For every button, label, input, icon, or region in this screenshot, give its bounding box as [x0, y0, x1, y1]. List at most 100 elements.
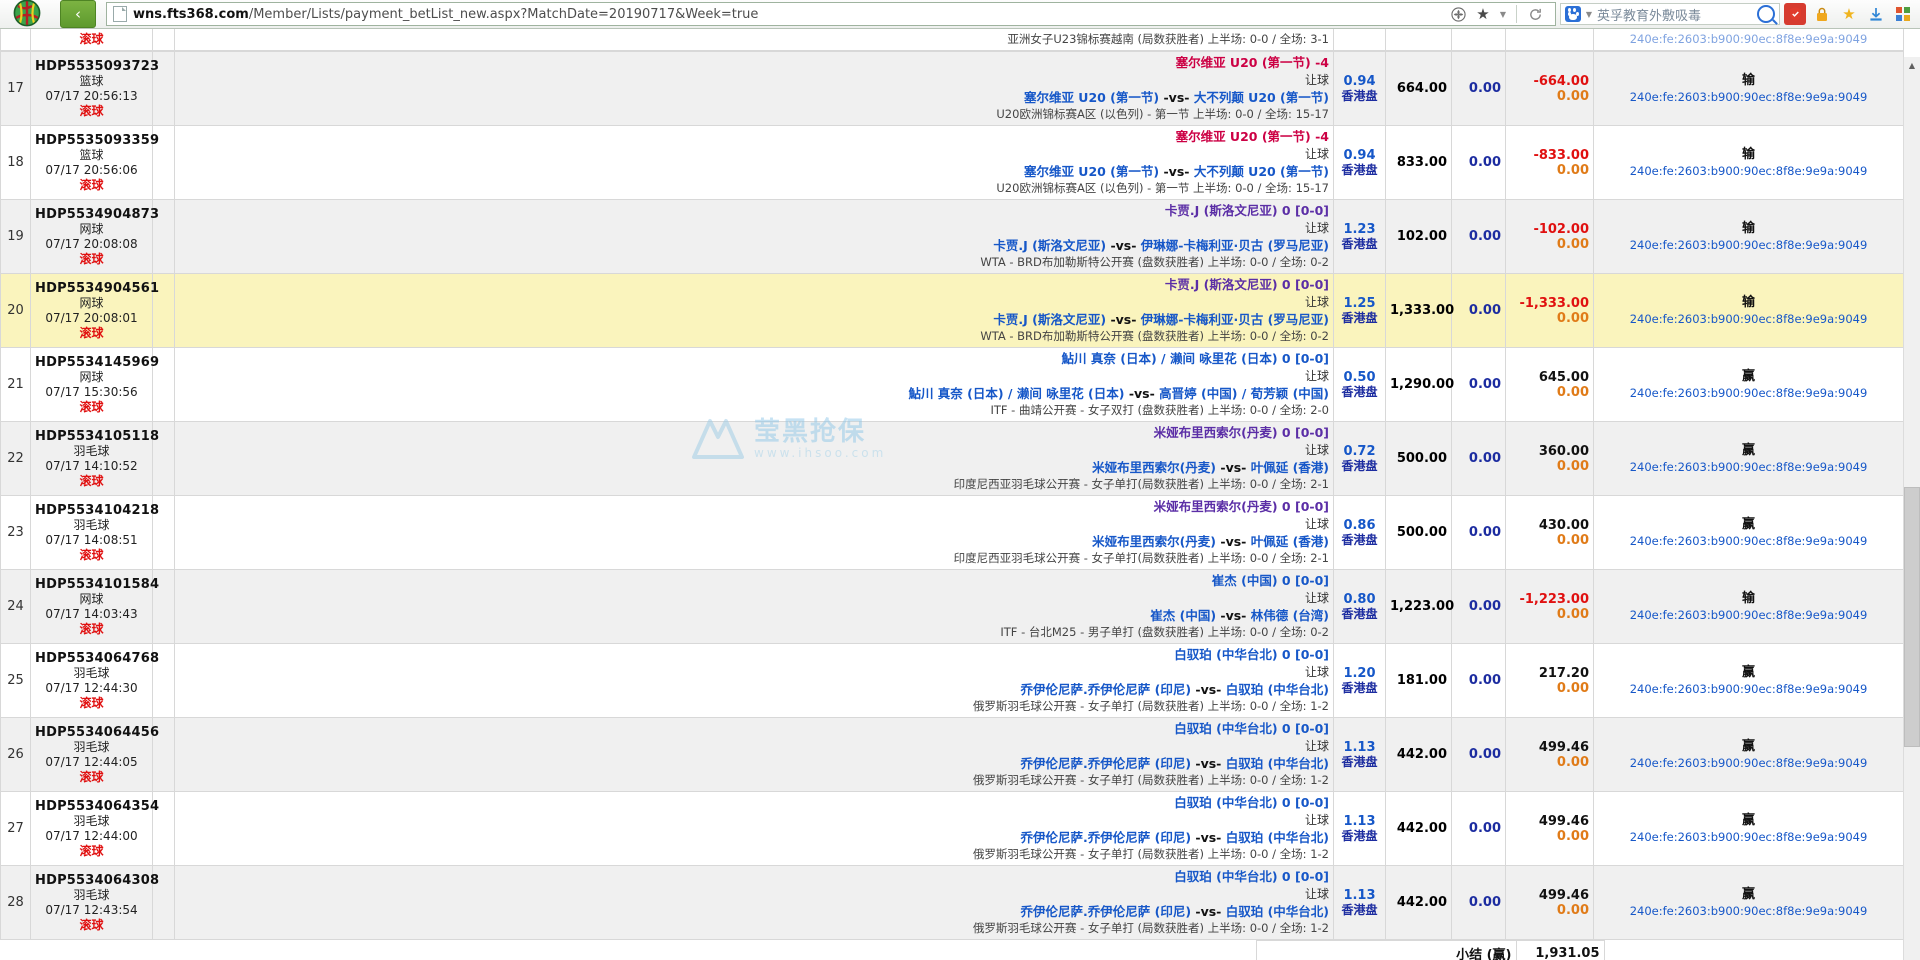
shield-icon[interactable]: [1784, 3, 1806, 25]
bet-id[interactable]: HDP5534064768: [35, 651, 148, 666]
chevron-down-icon[interactable]: ▼: [1498, 4, 1508, 24]
match-teams[interactable]: 卡贾.J (斯洛文尼亚) -vs- 伊琳娜-卡梅利亚·贝古 (罗马尼亚): [179, 237, 1329, 254]
commission-cell: 0.00: [1452, 718, 1506, 792]
bet-id[interactable]: HDP5534904561: [35, 281, 148, 296]
match-teams[interactable]: 乔伊伦尼萨.乔伊伦尼萨 (印尼) -vs- 白驭珀 (中华台北): [179, 681, 1329, 698]
bet-timestamp: 07/17 14:08:51: [35, 533, 148, 548]
match-teams[interactable]: 米娅布里西索尔(丹麦) -vs- 叶佩延 (香港): [179, 533, 1329, 550]
star-icon[interactable]: ★: [1838, 3, 1860, 25]
search-input[interactable]: 英孚教育外敷吸毒: [1594, 5, 1757, 24]
scroll-up-arrow-icon[interactable]: ▲: [1904, 57, 1920, 73]
odds-value: 1.25: [1338, 297, 1381, 311]
bet-table-top-partial: 滚球 亚洲女子U23锦标赛越南 (局数获胜者) 上半场: 0-0 / 全场: 3…: [0, 29, 1904, 51]
ip-address[interactable]: 240e:fe:2603:b900:90ec:8f8e:9e9a:9049: [1598, 237, 1899, 254]
stake-cell: 442.00: [1386, 792, 1452, 866]
match-teams[interactable]: 塞尔维亚 U20 (第一节) -vs- 大不列颠 U20 (第一节): [179, 89, 1329, 106]
refresh-icon[interactable]: [1525, 4, 1545, 24]
ip-address[interactable]: 240e:fe:2603:b900:90ec:8f8e:9e9a:9049: [1598, 89, 1899, 106]
live-badge: 滚球: [35, 178, 148, 193]
match-teams[interactable]: 塞尔维亚 U20 (第一节) -vs- 大不列颠 U20 (第一节): [179, 163, 1329, 180]
bet-id[interactable]: HDP5534145969: [35, 355, 148, 370]
stake-cell: 102.00: [1386, 200, 1452, 274]
back-button[interactable]: ‹: [60, 0, 96, 28]
scrollbar-thumb[interactable]: [1904, 487, 1920, 747]
match-teams[interactable]: 乔伊伦尼萨.乔伊伦尼萨 (印尼) -vs- 白驭珀 (中华台北): [179, 755, 1329, 772]
bet-id[interactable]: HDP5535093359: [35, 133, 148, 148]
match-teams[interactable]: 米娅布里西索尔(丹麦) -vs- 叶佩延 (香港): [179, 459, 1329, 476]
ip-address[interactable]: 240e:fe:2603:b900:90ec:8f8e:9e9a:9049: [1598, 311, 1899, 328]
bet-id[interactable]: HDP5534104218: [35, 503, 148, 518]
league-text: U20欧洲锦标赛A区 (以色列) - 第一节 上半场: 0-0 / 全场: 15…: [996, 181, 1329, 195]
net-sub-amount: 0.00: [1510, 311, 1589, 326]
bet-id[interactable]: HDP5534064354: [35, 799, 148, 814]
bet-id[interactable]: HDP5534101584: [35, 577, 148, 592]
match-teams[interactable]: 乔伊伦尼萨.乔伊伦尼萨 (印尼) -vs- 白驭珀 (中华台北): [179, 829, 1329, 846]
ip-address[interactable]: 240e:fe:2603:b900:90ec:8f8e:9e9a:9049: [1598, 607, 1899, 624]
bet-timestamp: 07/17 20:56:06: [35, 163, 148, 178]
table-row-partial: 滚球 亚洲女子U23锦标赛越南 (局数获胜者) 上半场: 0-0 / 全场: 3…: [1, 29, 1904, 51]
stake-cell: 181.00: [1386, 644, 1452, 718]
team-home: 塞尔维亚 U20 (第一节): [1024, 90, 1159, 105]
ip-address[interactable]: 240e:fe:2603:b900:90ec:8f8e:9e9a:9049: [1598, 903, 1899, 920]
compass-icon[interactable]: [1448, 4, 1468, 24]
ip-address[interactable]: 240e:fe:2603:b900:90ec:8f8e:9e9a:9049: [1598, 163, 1899, 180]
match-teams[interactable]: 卡贾.J (斯洛文尼亚) -vs- 伊琳娜-卡梅利亚·贝古 (罗马尼亚): [179, 311, 1329, 328]
ip-address[interactable]: 240e:fe:2603:b900:90ec:8f8e:9e9a:9049: [1598, 755, 1899, 772]
match-teams[interactable]: 鮎川 真奈 (日本) / 濑间 咏里花 (日本) -vs- 高晋婷 (中国) /…: [179, 385, 1329, 402]
address-bar[interactable]: wns.fts368.com/Member/Lists/payment_betL…: [106, 2, 1556, 26]
apps-icon[interactable]: [1892, 3, 1914, 25]
vs-separator: -vs-: [1195, 904, 1221, 919]
bet-id[interactable]: HDP5534105118: [35, 429, 148, 444]
result-status: 赢: [1598, 738, 1899, 755]
download-icon[interactable]: [1865, 3, 1887, 25]
bet-type: 让球: [1305, 591, 1329, 605]
bet-id[interactable]: HDP5534904873: [35, 207, 148, 222]
net-amount: 499.46: [1510, 888, 1589, 903]
vertical-scrollbar[interactable]: ▲ ▼: [1903, 57, 1920, 960]
bet-type: 让球: [1305, 369, 1329, 383]
ip-address[interactable]: 240e:fe:2603:b900:90ec:8f8e:9e9a:9049: [1598, 681, 1899, 698]
bet-id[interactable]: HDP5534064456: [35, 725, 148, 740]
commission-cell: 0.00: [1452, 200, 1506, 274]
search-icon[interactable]: [1757, 5, 1775, 23]
ip-address[interactable]: 240e:fe:2603:b900:90ec:8f8e:9e9a:9049: [1598, 459, 1899, 476]
ip-address[interactable]: 240e:fe:2603:b900:90ec:8f8e:9e9a:9049: [1598, 533, 1899, 550]
net-cell: [1506, 29, 1594, 51]
match-teams[interactable]: 乔伊伦尼萨.乔伊伦尼萨 (印尼) -vs- 白驭珀 (中华台北): [179, 903, 1329, 920]
match-teams[interactable]: 崔杰 (中国) -vs- 林伟德 (台湾): [179, 607, 1329, 624]
lock-icon[interactable]: [1811, 3, 1833, 25]
bet-selection: 崔杰 (中国) 0 [0-0]: [1212, 573, 1329, 588]
bet-id[interactable]: HDP5535093723: [35, 59, 148, 74]
team-home: 乔伊伦尼萨.乔伊伦尼萨 (印尼): [1021, 830, 1192, 845]
ip-address[interactable]: 240e:fe:2603:b900:90ec:8f8e:9e9a:9049: [1598, 829, 1899, 846]
back-chevron-icon: ‹: [75, 5, 81, 23]
bet-type: 让球: [1305, 443, 1329, 457]
bet-selection: 塞尔维亚 U20 (第一节) -4: [1176, 55, 1329, 70]
ip-address[interactable]: 240e:fe:2603:b900:90ec:8f8e:9e9a:9049: [1598, 385, 1899, 402]
net-amount: 217.20: [1510, 666, 1589, 681]
baidu-engine-selector[interactable]: ▼: [1565, 4, 1594, 24]
bet-id[interactable]: HDP5534064308: [35, 873, 148, 888]
sport-label: 网球: [35, 370, 148, 385]
chevron-down-icon[interactable]: ▼: [1584, 4, 1594, 24]
star-icon[interactable]: ★: [1473, 4, 1493, 24]
search-box[interactable]: ▼ 英孚教育外敷吸毒: [1560, 3, 1780, 25]
